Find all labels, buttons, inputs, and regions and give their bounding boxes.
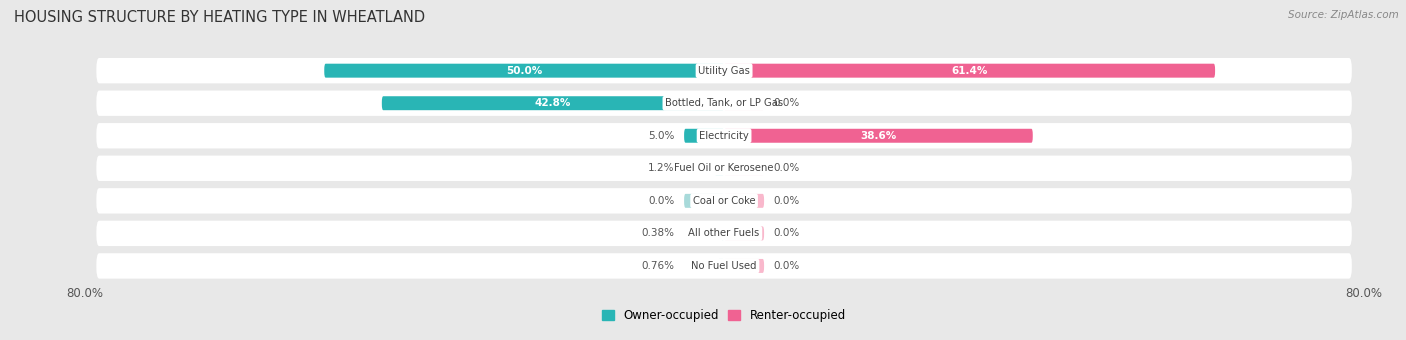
Text: 0.0%: 0.0% — [773, 261, 800, 271]
FancyBboxPatch shape — [724, 161, 763, 175]
FancyBboxPatch shape — [724, 64, 1215, 78]
Text: HOUSING STRUCTURE BY HEATING TYPE IN WHEATLAND: HOUSING STRUCTURE BY HEATING TYPE IN WHE… — [14, 10, 425, 25]
FancyBboxPatch shape — [97, 58, 1351, 83]
FancyBboxPatch shape — [718, 259, 724, 273]
Text: 0.76%: 0.76% — [641, 261, 675, 271]
Text: 0.0%: 0.0% — [773, 98, 800, 108]
Text: 0.0%: 0.0% — [773, 228, 800, 238]
Text: 0.38%: 0.38% — [641, 228, 675, 238]
FancyBboxPatch shape — [382, 96, 724, 110]
Text: 61.4%: 61.4% — [952, 66, 988, 76]
Text: 50.0%: 50.0% — [506, 66, 543, 76]
FancyBboxPatch shape — [97, 188, 1351, 214]
FancyBboxPatch shape — [724, 96, 763, 110]
Text: Utility Gas: Utility Gas — [699, 66, 749, 76]
Text: Electricity: Electricity — [699, 131, 749, 141]
FancyBboxPatch shape — [97, 156, 1351, 181]
Text: Fuel Oil or Kerosene: Fuel Oil or Kerosene — [675, 163, 773, 173]
Text: 5.0%: 5.0% — [648, 131, 675, 141]
Text: Bottled, Tank, or LP Gas: Bottled, Tank, or LP Gas — [665, 98, 783, 108]
FancyBboxPatch shape — [714, 161, 724, 175]
FancyBboxPatch shape — [724, 226, 763, 240]
Text: 0.0%: 0.0% — [773, 163, 800, 173]
FancyBboxPatch shape — [97, 253, 1351, 278]
FancyBboxPatch shape — [325, 64, 724, 78]
Legend: Owner-occupied, Renter-occupied: Owner-occupied, Renter-occupied — [598, 304, 851, 326]
Text: No Fuel Used: No Fuel Used — [692, 261, 756, 271]
Text: All other Fuels: All other Fuels — [689, 228, 759, 238]
Text: Coal or Coke: Coal or Coke — [693, 196, 755, 206]
FancyBboxPatch shape — [97, 123, 1351, 149]
FancyBboxPatch shape — [97, 221, 1351, 246]
FancyBboxPatch shape — [724, 194, 763, 208]
FancyBboxPatch shape — [721, 226, 724, 240]
Text: 0.0%: 0.0% — [648, 196, 675, 206]
Text: 0.0%: 0.0% — [773, 196, 800, 206]
Text: 42.8%: 42.8% — [534, 98, 571, 108]
FancyBboxPatch shape — [97, 90, 1351, 116]
Text: Source: ZipAtlas.com: Source: ZipAtlas.com — [1288, 10, 1399, 20]
FancyBboxPatch shape — [724, 129, 1033, 143]
Text: 1.2%: 1.2% — [648, 163, 675, 173]
FancyBboxPatch shape — [724, 259, 763, 273]
Text: 38.6%: 38.6% — [860, 131, 897, 141]
FancyBboxPatch shape — [685, 129, 724, 143]
FancyBboxPatch shape — [685, 194, 724, 208]
